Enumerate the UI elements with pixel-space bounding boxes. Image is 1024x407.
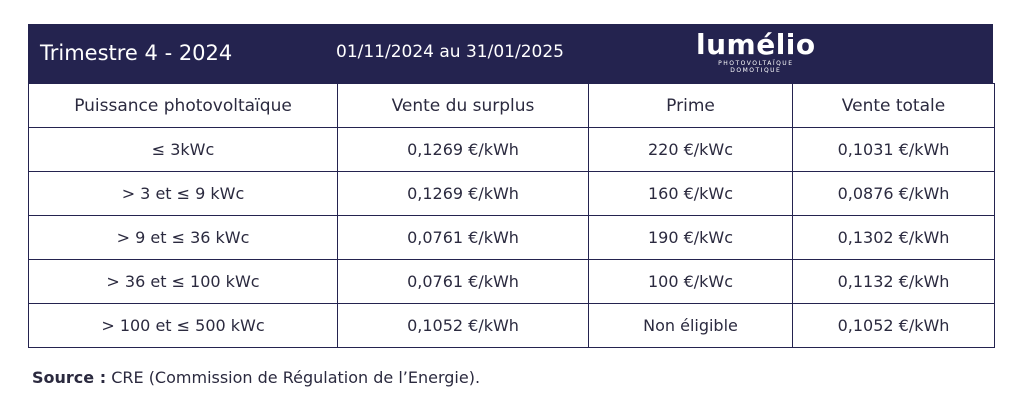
logo-name: lumélio (696, 28, 816, 61)
table-row: > 9 et ≤ 36 kWc 0,0761 €/kWh 190 €/kWc 0,13… (28, 215, 995, 260)
title: Trimestre 4 - 2024 (40, 41, 233, 65)
table-cell: 0,0761 €/kWh (337, 259, 589, 304)
table-cell: ≤ 3kWc (28, 127, 338, 172)
table-cell: 0,1269 €/kWh (337, 171, 589, 216)
table-cell: 190 €/kWc (588, 215, 793, 260)
column-header: Prime (588, 83, 793, 128)
table-cell: 0,1031 €/kWh (792, 127, 995, 172)
table-cell: 0,1269 €/kWh (337, 127, 589, 172)
logo-tagline: DOMOTIQUE (730, 67, 782, 74)
table-cell: > 36 et ≤ 100 kWc (28, 259, 338, 304)
table-cell: 100 €/kWc (588, 259, 793, 304)
table-row: > 100 et ≤ 500 kWc 0,1052 €/kWh Non éligib… (28, 303, 995, 348)
source-label: Source : (32, 368, 107, 387)
table-cell: 0,0761 €/kWh (337, 215, 589, 260)
column-header: Puissance photovoltaïque (28, 83, 338, 128)
table-row: > 36 et ≤ 100 kWc 0,0761 €/kWh 100 €/kWc 0,… (28, 259, 995, 304)
table-cell: > 100 et ≤ 500 kWc (28, 303, 338, 348)
table-cell: 0,1052 €/kWh (337, 303, 589, 348)
source-text: CRE (Commission de Régulation de l’Energ… (111, 368, 481, 387)
table-cell: 0,1132 €/kWh (792, 259, 995, 304)
table-cell: Non éligible (588, 303, 793, 348)
table-row: ≤ 3kWc 0,1269 €/kWh 220 €/kWc 0,1031 €/kWh (28, 127, 995, 172)
table-row: > 3 et ≤ 9 kWc 0,1269 €/kWh 160 €/kWc 0,087… (28, 171, 995, 216)
column-header: Vente totale (792, 83, 995, 128)
tariff-table: Puissance photovoltaïque Vente du surplus… (28, 83, 995, 348)
logo: lumélio PHOTOVOLTAÏQUE DOMOTIQUE (696, 28, 816, 75)
table-cell: 160 €/kWc (588, 171, 793, 216)
period: 01/11/2024 au 31/01/2025 (336, 42, 564, 62)
table-body: ≤ 3kWc 0,1269 €/kWh 220 €/kWc 0,1031 €/kWh >… (28, 127, 995, 348)
table-cell: 220 €/kWc (588, 127, 793, 172)
header-row: Puissance photovoltaïque Vente du surplus… (28, 83, 995, 128)
source: Source : CRE (Commission de Régulation d… (32, 368, 480, 387)
table-cell: 0,0876 €/kWh (792, 171, 995, 216)
table-cell: 0,1052 €/kWh (792, 303, 995, 348)
table-cell: > 9 et ≤ 36 kWc (28, 215, 338, 260)
table-cell: > 3 et ≤ 9 kWc (28, 171, 338, 216)
logo-tagline: PHOTOVOLTAÏQUE (718, 60, 794, 67)
header-band: Trimestre 4 - 2024 01/11/2024 au 31/01/2… (28, 24, 993, 83)
column-header: Vente du surplus (337, 83, 589, 128)
table-cell: 0,1302 €/kWh (792, 215, 995, 260)
